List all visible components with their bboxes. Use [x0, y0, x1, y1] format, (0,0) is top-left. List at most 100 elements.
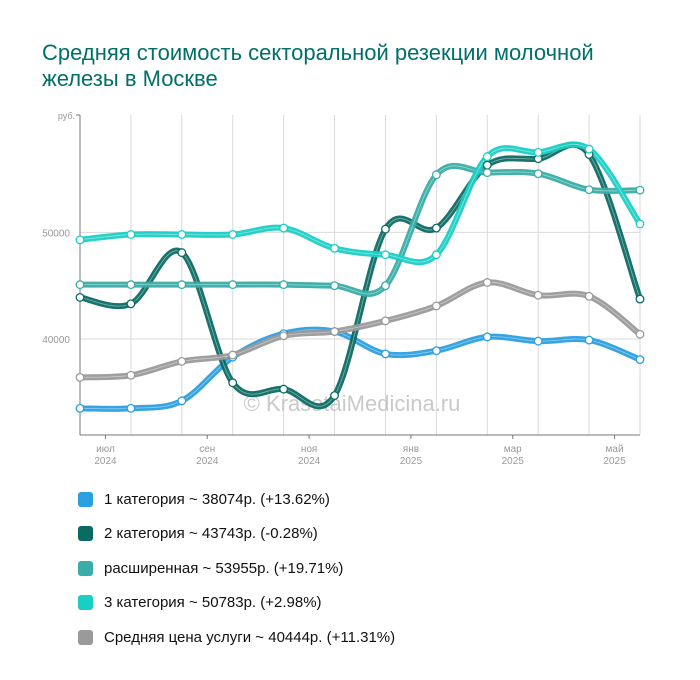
data-point[interactable] — [75, 372, 85, 382]
series-line-highlight — [79, 165, 641, 295]
data-point[interactable] — [126, 280, 136, 290]
line-chart: © KrasotaiMedicina.ru 4000050000руб.июл2… — [42, 111, 645, 467]
legend-item[interactable]: 1 категория ~ 38074р. (+13.62%) — [78, 482, 638, 517]
data-point[interactable] — [228, 230, 238, 239]
data-point[interactable] — [533, 147, 543, 157]
data-point[interactable] — [533, 290, 543, 300]
data-point[interactable] — [330, 243, 339, 253]
legend-item[interactable]: 2 категория ~ 43743р. (-0.28%) — [78, 517, 638, 552]
data-point[interactable] — [635, 185, 645, 195]
data-point[interactable] — [177, 230, 187, 239]
data-point[interactable] — [279, 280, 289, 290]
data-point[interactable] — [635, 355, 645, 364]
legend-label: 2 категория ~ 43743р. (-0.28%) — [104, 525, 318, 543]
data-point[interactable] — [381, 250, 390, 260]
series-2-points — [75, 150, 645, 400]
data-point[interactable] — [75, 235, 85, 245]
series-4 — [77, 141, 643, 266]
data-point[interactable] — [482, 278, 492, 287]
data-point[interactable] — [75, 403, 85, 413]
legend-label: 3 категория ~ 50783р. (+2.98%) — [104, 594, 322, 612]
data-point[interactable] — [533, 169, 543, 179]
legend-swatch — [78, 491, 93, 507]
x-tick-label-month: янв — [403, 444, 419, 455]
data-point[interactable] — [228, 280, 238, 290]
x-tick-label-year: 2024 — [94, 456, 117, 467]
legend-swatch — [78, 560, 93, 576]
x-tick-label-month: мар — [504, 444, 522, 455]
x-tick-label-year: 2024 — [298, 456, 321, 467]
series-line — [77, 279, 643, 381]
legend-label: Средняя цена услуги ~ 40444р. (+11.31%) — [104, 628, 396, 646]
data-point[interactable] — [330, 281, 339, 291]
x-tick-label-month: июл — [96, 444, 115, 455]
data-point[interactable] — [177, 248, 187, 258]
series-5 — [77, 279, 643, 381]
data-point[interactable] — [279, 331, 289, 341]
data-point[interactable] — [279, 223, 289, 233]
data-point[interactable] — [482, 332, 492, 342]
data-point[interactable] — [177, 356, 187, 366]
x-tick-label-year: 2025 — [502, 456, 525, 467]
series-5-points — [75, 278, 645, 382]
data-point[interactable] — [431, 301, 441, 311]
series-line — [77, 162, 643, 297]
data-point[interactable] — [584, 335, 594, 345]
data-point[interactable] — [177, 396, 187, 406]
data-point[interactable] — [126, 403, 136, 413]
data-point[interactable] — [431, 170, 441, 180]
series-line — [77, 141, 643, 266]
data-point[interactable] — [584, 291, 594, 301]
data-point[interactable] — [75, 292, 85, 302]
y-tick-label: 40000 — [42, 335, 70, 346]
legend-item[interactable]: Средняя цена услуги ~ 40444р. (+11.31%) — [78, 620, 638, 655]
series-4-points — [75, 144, 645, 260]
data-point[interactable] — [482, 168, 492, 178]
points-layer — [75, 144, 645, 413]
data-point[interactable] — [75, 280, 85, 290]
data-point[interactable] — [330, 327, 339, 336]
data-point[interactable] — [635, 329, 645, 339]
legend-item[interactable]: расширенная ~ 53955р. (+19.71%) — [78, 551, 638, 586]
y-axis-unit-label: руб. — [58, 111, 75, 121]
data-point[interactable] — [228, 350, 238, 360]
watermark: © KrasotaiMedicina.ru — [244, 391, 461, 416]
x-tick-label-year: 2025 — [603, 456, 626, 467]
data-point[interactable] — [381, 349, 390, 359]
series-3 — [77, 162, 643, 297]
series-layer — [77, 141, 643, 412]
legend-swatch — [78, 629, 93, 645]
data-point[interactable] — [635, 294, 645, 304]
data-point[interactable] — [126, 370, 136, 380]
legend-swatch — [78, 526, 93, 542]
data-point[interactable] — [431, 223, 441, 233]
data-point[interactable] — [584, 185, 594, 195]
x-tick-label-year: 2024 — [196, 456, 219, 467]
x-tick-label-month: сен — [199, 444, 215, 455]
chart-title: Средняя стоимость секторальной резекции … — [42, 40, 594, 91]
data-point[interactable] — [177, 280, 187, 290]
data-point[interactable] — [330, 391, 339, 400]
x-tick-label-month: ноя — [301, 444, 318, 455]
legend-label: 1 категория ~ 38074р. (+13.62%) — [104, 490, 330, 508]
data-point[interactable] — [279, 384, 289, 394]
data-point[interactable] — [635, 219, 645, 229]
data-point[interactable] — [584, 144, 594, 154]
legend-swatch — [78, 595, 93, 611]
data-point[interactable] — [431, 346, 441, 356]
data-point[interactable] — [533, 336, 543, 346]
x-tick-label-year: 2025 — [400, 456, 423, 467]
data-point[interactable] — [228, 378, 238, 388]
legend-label: расширенная ~ 53955р. (+19.71%) — [104, 559, 344, 577]
data-point[interactable] — [126, 230, 136, 239]
data-point[interactable] — [482, 152, 492, 162]
data-point[interactable] — [381, 224, 390, 234]
data-point[interactable] — [381, 281, 390, 291]
series-3-points — [75, 168, 645, 291]
data-point[interactable] — [482, 160, 492, 170]
series-line-highlight — [79, 144, 641, 263]
legend-item[interactable]: 3 категория ~ 50783р. (+2.98%) — [78, 586, 638, 621]
data-point[interactable] — [431, 250, 441, 260]
data-point[interactable] — [126, 299, 136, 309]
data-point[interactable] — [381, 316, 390, 326]
